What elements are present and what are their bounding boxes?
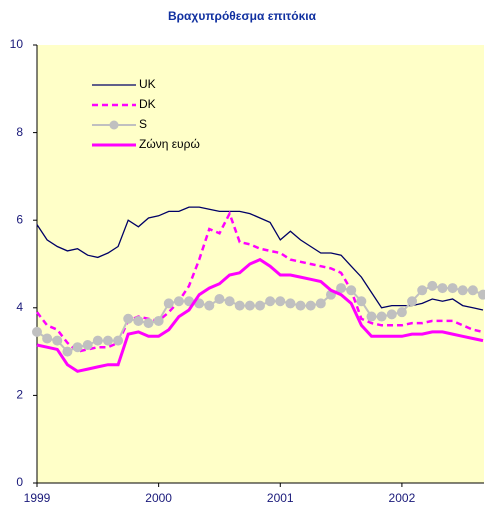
series-marker [42, 333, 53, 344]
legend-marker [109, 120, 119, 130]
series-marker [457, 285, 468, 296]
series-marker [396, 307, 407, 318]
series-marker [366, 311, 377, 322]
x-tick-label: 2002 [389, 491, 416, 505]
x-tick-label: 1999 [24, 491, 51, 505]
series-marker [285, 298, 296, 309]
series-marker [204, 300, 215, 311]
y-tick-label: 4 [16, 300, 23, 314]
series-marker [214, 294, 225, 305]
y-tick-label: 6 [16, 212, 23, 226]
series-marker [92, 335, 103, 346]
series-marker [386, 309, 397, 320]
series-marker [123, 313, 134, 324]
series-marker [143, 318, 154, 329]
series-marker [163, 298, 174, 309]
legend-label: UK [139, 77, 156, 91]
series-line [36, 257, 484, 373]
series-marker [305, 300, 316, 311]
series-marker [82, 340, 93, 351]
series-marker [478, 289, 485, 300]
y-tick-label: 2 [16, 388, 23, 402]
series-marker [113, 335, 124, 346]
series-marker [265, 296, 276, 307]
series-marker [417, 285, 428, 296]
series-marker [407, 296, 418, 307]
series-marker [62, 346, 73, 357]
legend-label: S [139, 117, 147, 131]
plot-area [37, 45, 484, 483]
series-marker [173, 296, 184, 307]
chart-title: Βραχυπρόθεσμα επιτόκια [168, 9, 317, 23]
legend-label: DK [139, 97, 156, 111]
series-marker [244, 300, 255, 311]
series-marker [376, 311, 387, 322]
series-marker [52, 335, 63, 346]
x-tick-label: 2000 [145, 491, 172, 505]
series-marker [102, 335, 113, 346]
series-marker [315, 298, 326, 309]
series-marker [275, 296, 286, 307]
y-tick-label: 10 [10, 37, 24, 51]
series-marker [153, 315, 164, 326]
series-marker [356, 296, 367, 307]
series-marker [346, 285, 357, 296]
x-tick-label: 2001 [267, 491, 294, 505]
series-marker [133, 315, 144, 326]
y-tick-label: 0 [16, 475, 23, 489]
series-marker [427, 280, 438, 291]
series-line [36, 210, 484, 353]
series-marker [224, 296, 235, 307]
y-tick-label: 8 [16, 125, 23, 139]
series-marker [32, 326, 42, 337]
series-marker [437, 283, 448, 294]
series-marker [447, 283, 458, 294]
series-marker [467, 285, 478, 296]
legend-label: Ζώνη ευρώ [139, 137, 200, 151]
series-marker [255, 300, 265, 311]
series-marker [336, 283, 347, 294]
series-marker [72, 342, 83, 353]
series-marker [295, 300, 306, 311]
series-marker [234, 300, 245, 311]
